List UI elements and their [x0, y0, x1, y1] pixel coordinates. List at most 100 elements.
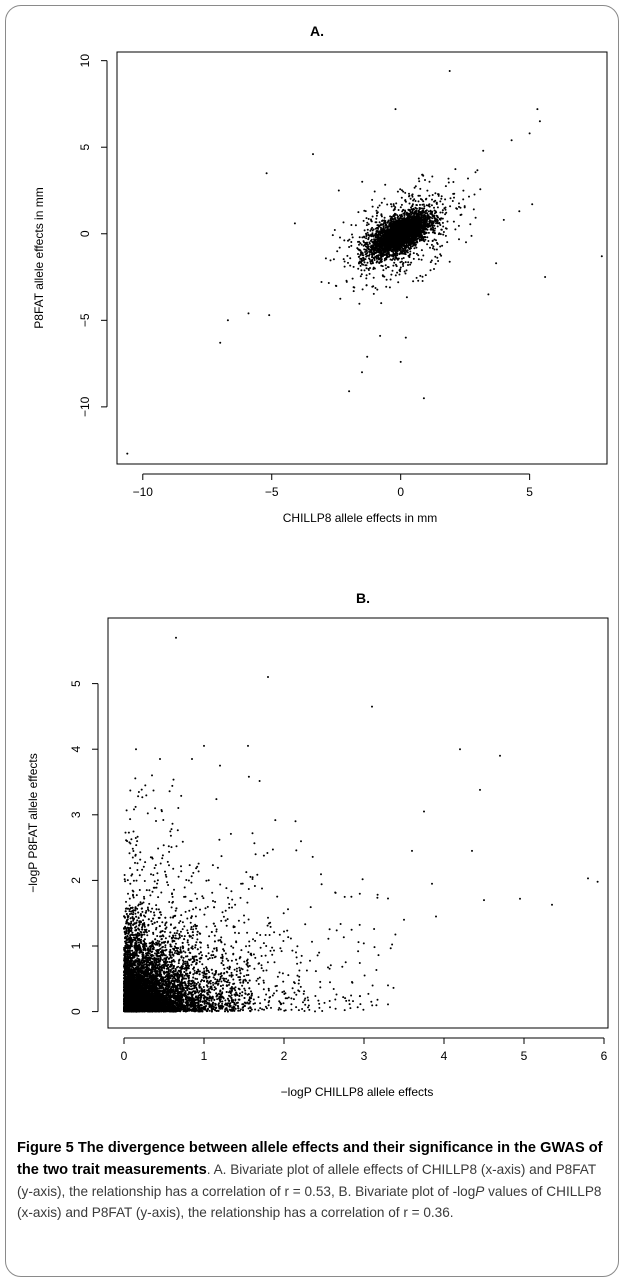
plot-a-point [372, 242, 375, 245]
plot-a-point [371, 198, 374, 201]
plot-a-point [417, 279, 420, 282]
plot-a-point [358, 240, 361, 243]
plot-a-point [391, 217, 394, 220]
plot-a-point [462, 198, 465, 201]
plot-a-point [402, 236, 405, 239]
plot-a-point [377, 255, 380, 258]
plot-a-point [430, 220, 432, 222]
plot-a-point [426, 243, 429, 246]
plot-a-point [375, 249, 378, 252]
plot-a-point [380, 259, 382, 262]
plot-a-point [431, 239, 434, 242]
plot-a-outlier-point [126, 452, 129, 455]
plot-a-point [362, 219, 365, 222]
plot-a-point [365, 237, 368, 240]
plot-a-point [419, 203, 421, 206]
plot-a-point [423, 211, 426, 214]
plot-a-outlier-point [348, 390, 351, 393]
plot-a-outlier-point [422, 397, 425, 400]
plot-a-point [379, 234, 382, 237]
plot-a-point [417, 209, 420, 212]
plot-a-point [364, 251, 367, 253]
plot-a-point [436, 215, 439, 218]
plot-a-point [360, 251, 363, 254]
plot-a-point [434, 255, 437, 258]
plot-a-point [392, 214, 395, 217]
plot-a-point [384, 229, 387, 232]
plot-a-point [377, 251, 380, 254]
plot-a-point [365, 233, 368, 236]
plot-a-outlier-point [482, 149, 485, 152]
plot-a-point [419, 187, 422, 190]
plot-a-point [399, 230, 402, 233]
plot-a-point [367, 245, 370, 248]
plot-a-point [403, 242, 406, 245]
plot-a-x-tick-label: −5 [265, 485, 279, 499]
plot-a-point [381, 241, 384, 244]
plot-a-point [358, 249, 361, 252]
plot-a-point [379, 231, 382, 234]
plot-a-point [420, 239, 423, 242]
plot-a-point [412, 257, 415, 260]
plot-a-y-tick-label: −5 [78, 313, 92, 327]
plot-a-point [376, 206, 379, 209]
plot-a-point [399, 266, 402, 269]
plot-a-point [365, 249, 368, 252]
plot-a-point [343, 265, 346, 268]
plot-a-frame [116, 51, 608, 465]
plot-a-point [457, 224, 460, 227]
plot-a-outlier-point [600, 255, 603, 258]
plot-a-point [433, 248, 436, 251]
plot-a-point [451, 200, 454, 202]
plot-a-point [342, 258, 345, 261]
plot-a-point [365, 217, 368, 220]
plot-a-point [434, 227, 437, 230]
plot-a-point [420, 217, 423, 220]
plot-a-point [386, 242, 389, 245]
plot-a-point [424, 216, 427, 219]
plot-a-point [383, 251, 385, 254]
plot-a-point [365, 284, 368, 287]
plot-a-point [400, 203, 403, 206]
plot-a-point [389, 243, 392, 246]
plot-a-point [382, 223, 385, 226]
plot-a-point [408, 214, 410, 217]
plot-a-point [403, 233, 406, 236]
plot-a-outlier-point [518, 210, 521, 213]
plot-a-point [431, 247, 434, 250]
plot-a-point [395, 236, 398, 239]
plot-a-point [370, 218, 372, 221]
plot-a-point [358, 302, 361, 305]
plot-a-point [409, 210, 412, 212]
plot-a-point [369, 249, 372, 252]
plot-a-point [415, 212, 418, 215]
plot-a-point [380, 214, 383, 217]
plot-a-point [376, 260, 379, 263]
plot-a-point [381, 247, 384, 250]
plot-a-point [408, 216, 410, 219]
plot-a-point [338, 246, 341, 249]
plot-a-point [421, 275, 424, 278]
plot-a-point [437, 193, 440, 196]
plot-a-point [375, 214, 378, 217]
plot-a-point [455, 207, 458, 210]
plot-a-point [442, 233, 445, 236]
plot-a-point [407, 208, 410, 211]
plot-a-point [439, 245, 442, 248]
plot-a-point [397, 231, 400, 234]
plot-a-point [430, 243, 433, 246]
plot-a-outlier-point [528, 132, 531, 135]
plot-a-point [409, 263, 412, 266]
plot-a-point [388, 286, 391, 289]
plot-a-point [439, 253, 442, 256]
plot-a-point [407, 243, 410, 246]
plot-a-point [402, 257, 405, 259]
plot-a-point [417, 254, 420, 257]
plot-a-point [399, 233, 402, 236]
plot-a-point [388, 232, 391, 235]
plot-a-outlier-point [219, 341, 222, 344]
plot-a-point [459, 214, 462, 216]
plot-a-point [377, 233, 380, 236]
